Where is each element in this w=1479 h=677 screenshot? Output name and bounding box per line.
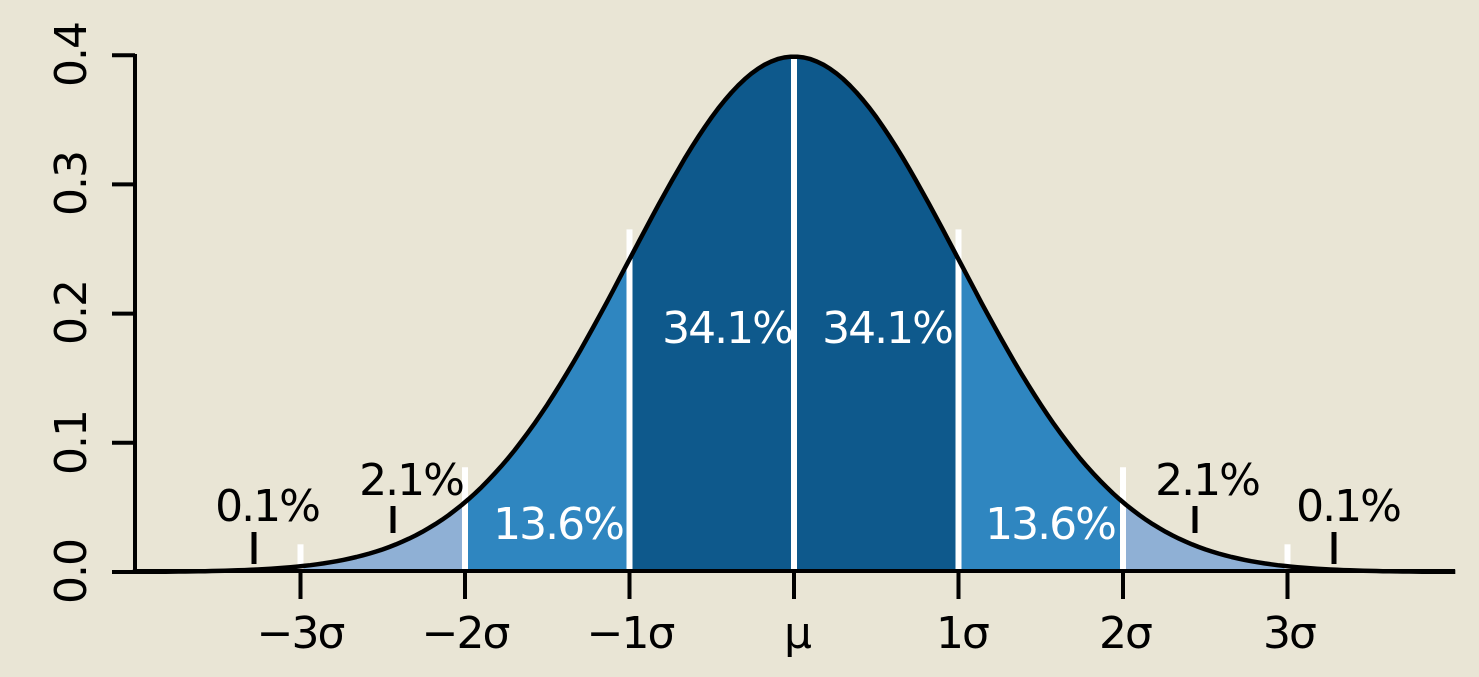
y-tick-label-0-0: 0.0 <box>46 540 97 604</box>
x-tick-label-minus-3-sigma: −3σ <box>256 608 346 659</box>
x-tick-label-mu: μ <box>784 608 812 659</box>
percent-label-13-6-right: 13.6% <box>985 499 1117 550</box>
y-tick-label-0-2: 0.2 <box>46 281 97 345</box>
x-tick-label-minus-1-sigma: −1σ <box>586 608 676 659</box>
x-tick-label-1-sigma: 1σ <box>936 608 990 659</box>
percent-label-34-1-right: 34.1% <box>822 303 954 354</box>
y-tick-label-0-1: 0.1 <box>46 411 97 475</box>
x-tick-label-2-sigma: 2σ <box>1099 608 1153 659</box>
region-fill-1-2.1% <box>300 502 465 572</box>
y-tick-label-0-4: 0.4 <box>46 23 97 87</box>
percent-label-2-1-left: 2.1% <box>359 455 465 506</box>
percent-label-2-1-right: 2.1% <box>1155 455 1261 506</box>
y-tick-label-0-3: 0.3 <box>46 152 97 216</box>
percent-label-0-1-left: 0.1% <box>215 481 321 532</box>
percent-label-0-1-right: 0.1% <box>1296 481 1402 532</box>
x-tick-label-3-sigma: 3σ <box>1263 608 1317 659</box>
density-curve <box>132 54 1456 575</box>
percent-label-13-6-left: 13.6% <box>493 499 625 550</box>
region-fill-6-2.1% <box>1123 502 1288 572</box>
percent-label-34-1-left: 34.1% <box>662 303 794 354</box>
x-tick-label-minus-2-sigma: −2σ <box>421 608 511 659</box>
